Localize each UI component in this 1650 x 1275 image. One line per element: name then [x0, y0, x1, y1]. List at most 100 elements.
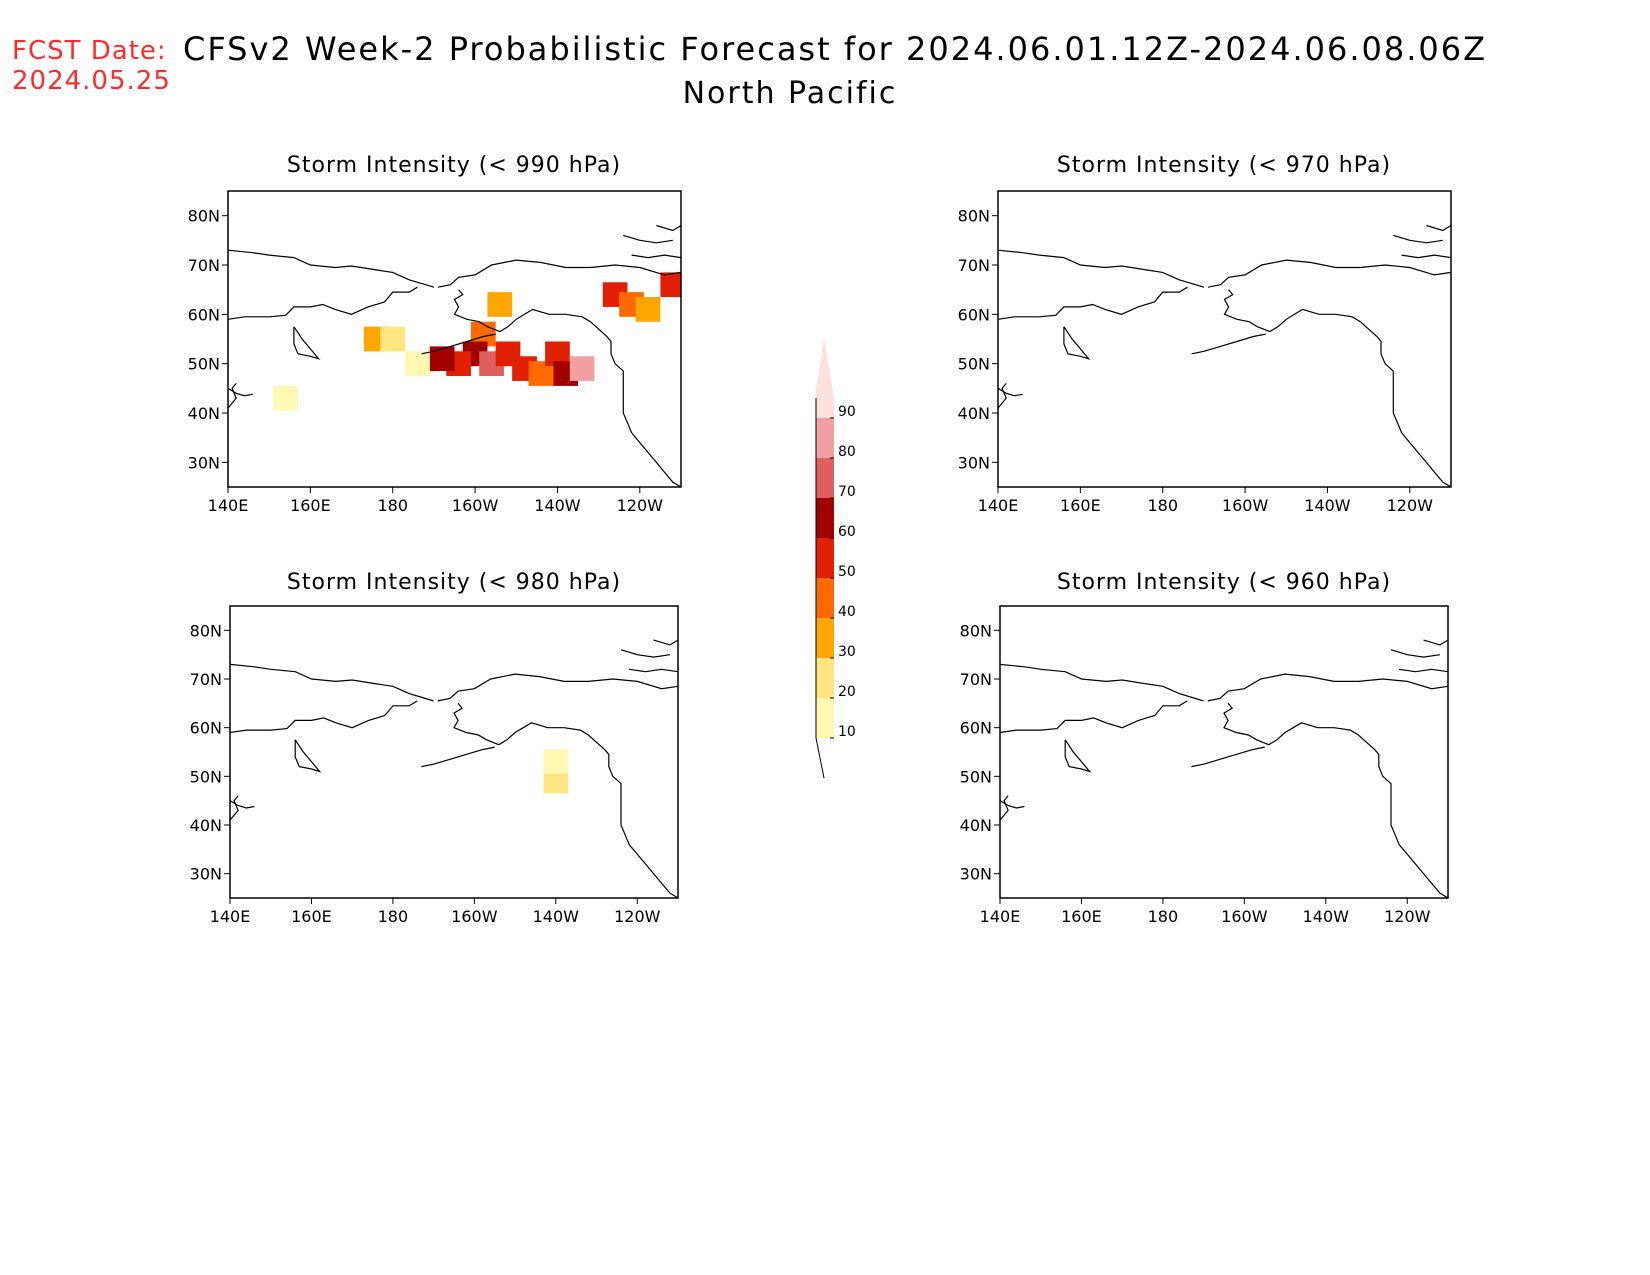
- lon-tick-label: 140E: [208, 496, 249, 515]
- lon-tick-label: 160E: [291, 907, 332, 926]
- lon-tick-label: 120W: [614, 907, 661, 926]
- region-title: North Pacific: [682, 76, 898, 111]
- map-layer: [230, 639, 678, 898]
- lat-tick-label: 80N: [960, 621, 992, 640]
- map-frame: [997, 190, 1452, 488]
- colorbar-swatch: [816, 458, 834, 498]
- lat-tick-label: 60N: [958, 305, 990, 324]
- coastline: [998, 387, 1023, 397]
- lon-tick-label: 160W: [452, 496, 499, 515]
- lat-tick-label: 50N: [190, 767, 222, 786]
- coastline: [1064, 739, 1092, 773]
- lat-tick-label: 70N: [188, 256, 220, 275]
- colorbar-label: 50: [838, 564, 856, 580]
- lon-tick-label: 120W: [617, 496, 664, 515]
- coastline: [1207, 259, 1451, 288]
- lon-tick-label: 160W: [1221, 907, 1268, 926]
- map-panel-p990: Storm Intensity (< 990 hPa) 140E 160E 180 16…: [188, 153, 682, 515]
- probability-cell: [660, 272, 681, 298]
- probability-cell: [543, 749, 569, 774]
- lon-tick-label: 160E: [1061, 907, 1102, 926]
- map-panel-p960: Storm Intensity (< 960 hPa) 140E 160E 180 16…: [960, 570, 1449, 926]
- coastline: [629, 668, 678, 673]
- map-layer: [1000, 639, 1448, 898]
- lat-tick-label: 80N: [190, 621, 222, 640]
- coastline: [1000, 795, 1009, 821]
- probability-cell: [405, 351, 430, 376]
- lat-tick-label: 70N: [190, 670, 222, 689]
- coastline: [230, 700, 418, 734]
- lat-tick-label: 30N: [958, 453, 990, 472]
- colorbar-swatch: [816, 498, 834, 538]
- map-panel-p980: Storm Intensity (< 980 hPa) 140E 160E 180 16…: [190, 570, 679, 926]
- colorbar-tail: [815, 737, 825, 779]
- colorbar-swatch: [816, 698, 834, 738]
- coastline: [1426, 224, 1451, 232]
- colorbar: 10 20 30 40 50 60 70 80 90: [815, 338, 856, 779]
- coastline: [230, 795, 239, 821]
- coastline: [623, 234, 673, 244]
- coastline: [998, 249, 1205, 288]
- colorbar-swatch: [816, 338, 834, 418]
- coastline: [620, 649, 670, 658]
- lat-tick-label: 60N: [960, 719, 992, 738]
- colorbar-label: 10: [838, 724, 856, 740]
- lat-tick-label: 70N: [960, 670, 992, 689]
- probability-cell: [487, 292, 513, 317]
- panel-title: Storm Intensity (< 980 hPa): [287, 570, 621, 595]
- colorbar-swatch: [816, 538, 834, 578]
- coastline: [631, 254, 681, 259]
- lat-tick-label: 60N: [188, 305, 220, 324]
- coastline: [1063, 326, 1091, 360]
- lat-tick-label: 40N: [960, 816, 992, 835]
- coastline: [294, 739, 322, 773]
- coastline: [421, 333, 496, 355]
- lat-tick-label: 70N: [958, 256, 990, 275]
- lon-tick-label: 180: [378, 907, 409, 926]
- lat-tick-label: 50N: [958, 355, 990, 374]
- lon-tick-label: 140E: [210, 907, 251, 926]
- map-panel-p970: Storm Intensity (< 970 hPa) 140E 160E 180 16…: [958, 153, 1452, 515]
- coastline: [1223, 702, 1448, 898]
- coastline: [230, 663, 434, 702]
- probability-cell: [380, 326, 406, 352]
- colorbar-label: 40: [838, 604, 856, 620]
- lon-tick-label: 160W: [1222, 496, 1269, 515]
- coastline: [228, 387, 253, 397]
- coastline: [1191, 746, 1265, 768]
- probability-cell: [635, 297, 661, 322]
- coastline: [1000, 663, 1204, 702]
- lon-tick-label: 180: [1148, 907, 1179, 926]
- panel-title: Storm Intensity (< 990 hPa): [287, 153, 621, 178]
- colorbar-label: 90: [838, 404, 856, 420]
- coastline: [421, 746, 495, 768]
- coastline: [998, 383, 1007, 409]
- lat-tick-label: 40N: [190, 816, 222, 835]
- lat-tick-label: 30N: [188, 453, 220, 472]
- lon-tick-label: 160W: [451, 907, 498, 926]
- colorbar-swatch: [816, 658, 834, 698]
- lon-tick-label: 120W: [1387, 496, 1434, 515]
- lat-tick-label: 30N: [960, 865, 992, 884]
- coastline: [453, 289, 681, 487]
- probability-cell: [429, 346, 455, 372]
- panel-title: Storm Intensity (< 960 hPa): [1057, 570, 1391, 595]
- coastline: [293, 326, 321, 360]
- coastline: [653, 639, 678, 646]
- coastline: [1390, 649, 1440, 658]
- lon-tick-label: 160E: [1060, 496, 1101, 515]
- coastline: [437, 673, 678, 702]
- colorbar-label: 70: [838, 484, 856, 500]
- colorbar-swatch: [816, 618, 834, 658]
- lon-tick-label: 140E: [978, 496, 1019, 515]
- lat-tick-label: 40N: [958, 404, 990, 423]
- coastline: [230, 800, 255, 809]
- coastline: [1423, 639, 1448, 646]
- coastline: [1401, 254, 1451, 259]
- colorbar-swatch: [816, 418, 834, 458]
- coastline: [1393, 234, 1443, 244]
- coastline: [228, 286, 418, 320]
- lat-tick-label: 80N: [958, 207, 990, 226]
- probability-cell: [273, 385, 299, 411]
- page-title: CFSv2 Week-2 Probabilistic Forecast for …: [182, 30, 1488, 68]
